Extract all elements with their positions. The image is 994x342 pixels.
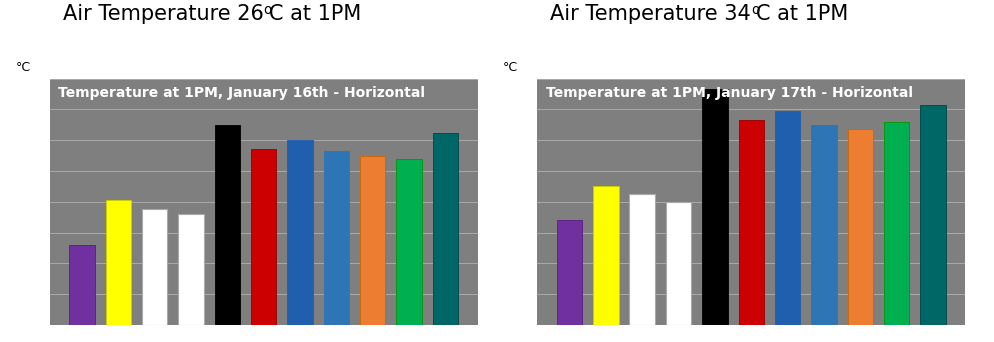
Bar — [178, 214, 204, 325]
Bar — [287, 140, 312, 325]
Text: °C: °C — [16, 61, 31, 74]
Bar — [557, 220, 581, 325]
Bar — [432, 132, 457, 325]
Bar — [360, 156, 385, 325]
Bar — [629, 194, 654, 325]
Bar — [847, 129, 872, 325]
Text: Temperature at 1PM, January 16th - Horizontal: Temperature at 1PM, January 16th - Horiz… — [59, 86, 424, 100]
Text: Temperature at 1PM, January 17th - Horizontal: Temperature at 1PM, January 17th - Horiz… — [546, 86, 911, 100]
Text: o: o — [750, 3, 758, 17]
Bar — [702, 89, 727, 325]
Bar — [105, 200, 131, 325]
Bar — [323, 151, 349, 325]
Bar — [738, 120, 763, 325]
Bar — [592, 186, 618, 325]
Bar — [215, 125, 240, 325]
Bar — [883, 122, 909, 325]
Bar — [142, 209, 167, 325]
Bar — [810, 125, 836, 325]
Bar — [70, 245, 94, 325]
Text: Air Temperature 26: Air Temperature 26 — [63, 4, 263, 24]
Bar — [396, 159, 421, 325]
Bar — [250, 149, 276, 325]
Bar — [665, 202, 691, 325]
Text: C at 1PM: C at 1PM — [755, 4, 848, 24]
Text: C at 1PM: C at 1PM — [268, 4, 361, 24]
Text: °C: °C — [503, 61, 518, 74]
Bar — [919, 105, 944, 325]
Text: Air Temperature 34: Air Temperature 34 — [550, 4, 750, 24]
Bar — [774, 111, 799, 325]
Text: o: o — [263, 3, 271, 17]
